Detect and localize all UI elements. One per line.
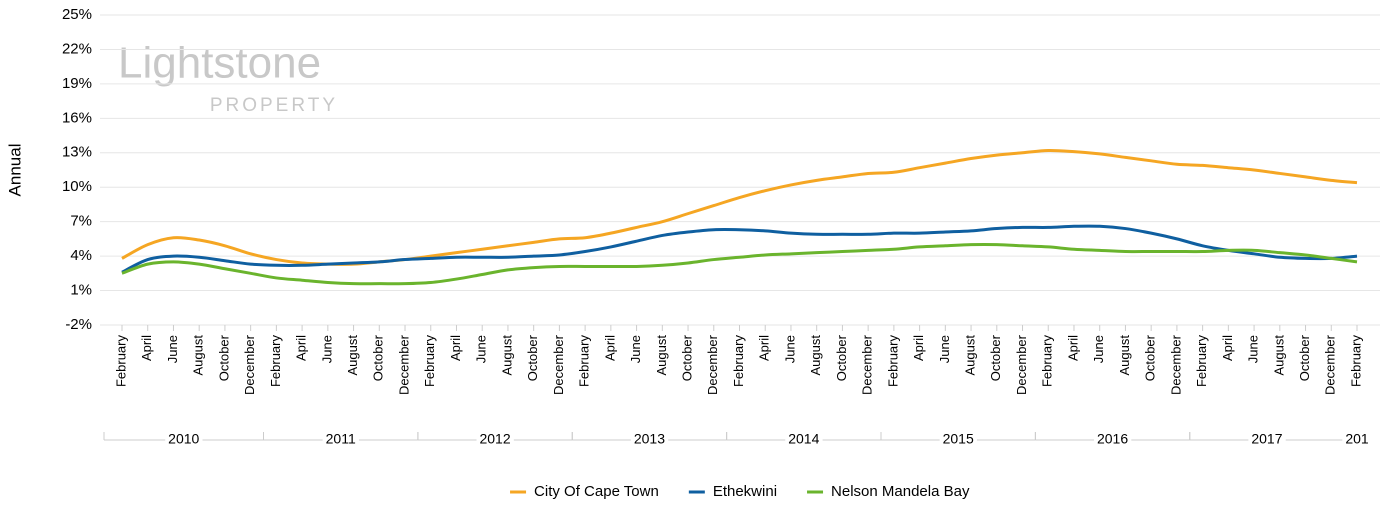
x-tick-label: August — [1271, 335, 1286, 376]
x-tick-label: February — [885, 335, 900, 388]
y-tick-label: 19% — [62, 75, 92, 92]
x-tick-label: April — [602, 335, 617, 361]
watermark: Lightstone — [118, 39, 321, 88]
x-tick-label: February — [113, 335, 128, 388]
x-tick-label: October — [216, 334, 231, 381]
group-label-bg — [1342, 432, 1372, 446]
x-tick-label: December — [1168, 334, 1183, 395]
x-tick-label: February — [268, 335, 283, 388]
x-tick-label: October — [1297, 334, 1312, 381]
x-tick-label: August — [963, 335, 978, 376]
x-tick-label: June — [628, 335, 643, 363]
x-tick-label: October — [371, 334, 386, 381]
legend-label: Nelson Mandela Bay — [831, 483, 970, 500]
x-tick-label: August — [808, 335, 823, 376]
x-tick-label: August — [499, 335, 514, 376]
x-tick-label: December — [242, 334, 257, 395]
x-tick-label: December — [860, 334, 875, 395]
group-label: 201 — [1345, 431, 1369, 447]
x-tick-label: February — [731, 335, 746, 388]
x-tick-label: December — [705, 334, 720, 395]
x-tick-label: October — [525, 334, 540, 381]
group-label: 2015 — [943, 431, 974, 447]
group-label-bg — [165, 432, 203, 446]
group-label-bg — [322, 432, 359, 446]
x-tick-label: December — [1323, 334, 1338, 395]
x-tick-label: June — [165, 335, 180, 363]
group-label-bg — [476, 432, 514, 446]
legend-label: City Of Cape Town — [534, 483, 659, 500]
y-tick-label: 1% — [70, 282, 92, 299]
x-tick-label: December — [396, 334, 411, 395]
y-tick-label: -2% — [65, 316, 92, 333]
x-tick-label: April — [294, 335, 309, 361]
group-label: 2017 — [1251, 431, 1282, 447]
x-tick-label: February — [422, 335, 437, 388]
x-tick-label: October — [1143, 334, 1158, 381]
x-tick-label: August — [654, 335, 669, 376]
y-tick-label: 7% — [70, 213, 92, 230]
group-label: 2016 — [1097, 431, 1128, 447]
x-tick-label: February — [1040, 335, 1055, 388]
x-tick-label: August — [345, 335, 360, 376]
x-tick-label: June — [1091, 335, 1106, 363]
y-axis-label: Annual — [5, 144, 24, 197]
group-label: 2012 — [479, 431, 510, 447]
x-tick-label: June — [319, 335, 334, 363]
x-tick-label: April — [139, 335, 154, 361]
group-label-bg — [1248, 432, 1286, 446]
x-tick-label: June — [782, 335, 797, 363]
x-tick-label: February — [1194, 335, 1209, 388]
y-tick-label: 25% — [62, 6, 92, 23]
y-tick-label: 13% — [62, 144, 92, 161]
x-tick-label: December — [551, 334, 566, 395]
group-label: 2011 — [326, 431, 356, 447]
group-label-bg — [785, 432, 823, 446]
y-tick-label: 10% — [62, 178, 92, 195]
x-tick-label: February — [577, 335, 592, 388]
x-tick-label: December — [1014, 334, 1029, 395]
x-tick-label: June — [1246, 335, 1261, 363]
x-tick-label: June — [937, 335, 952, 363]
x-tick-label: August — [1117, 335, 1132, 376]
x-tick-label: October — [988, 334, 1003, 381]
group-label: 2013 — [634, 431, 665, 447]
group-label-bg — [630, 432, 669, 446]
series-line — [121, 242, 1358, 286]
group-label: 2014 — [788, 431, 819, 447]
y-tick-label: 4% — [70, 247, 92, 264]
series-line — [121, 148, 1358, 266]
watermark-sub: PROPERTY — [210, 95, 338, 116]
x-tick-label: April — [1065, 335, 1080, 361]
x-tick-label: October — [679, 334, 694, 381]
x-tick-label: February — [1348, 335, 1363, 388]
x-tick-label: June — [474, 335, 489, 363]
x-tick-label: April — [448, 335, 463, 361]
legend-label: Ethekwini — [713, 483, 777, 500]
y-tick-label: 22% — [62, 40, 92, 57]
x-tick-label: April — [911, 335, 926, 361]
series-line — [121, 224, 1358, 274]
x-tick-label: April — [1220, 335, 1235, 361]
y-tick-label: 16% — [62, 109, 92, 126]
x-tick-label: April — [757, 335, 772, 361]
x-tick-label: August — [191, 335, 206, 376]
group-label-bg — [1093, 432, 1132, 446]
group-label-bg — [939, 432, 977, 446]
group-label: 2010 — [168, 431, 199, 447]
x-tick-label: October — [834, 334, 849, 381]
